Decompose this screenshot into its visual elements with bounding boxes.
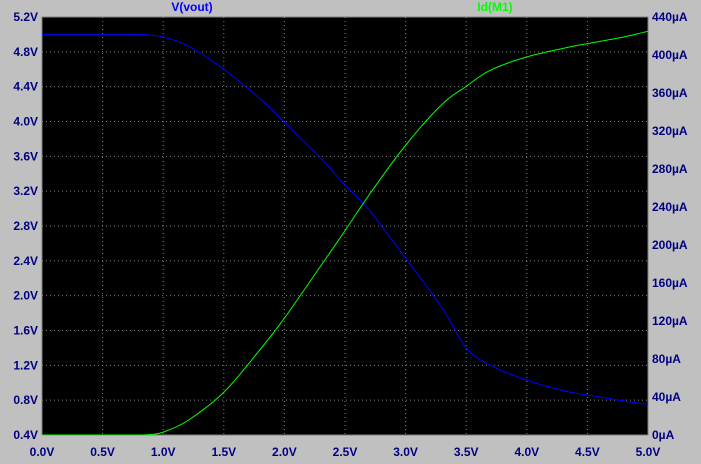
x-tick-label: 4.0V [514, 445, 539, 459]
y-left-tick-label: 1.2V [13, 358, 38, 372]
y-right-tick-label: 200µA [652, 238, 688, 252]
x-tick-label: 4.5V [575, 445, 600, 459]
x-tick-label: 1.0V [151, 445, 176, 459]
y-right-tick-label: 0µA [652, 428, 675, 442]
plot-frame [41, 16, 649, 436]
y-right-tick-label: 160µA [652, 276, 688, 290]
x-tick-label: 5.0V [636, 445, 661, 459]
trace-legend: V(vout) Id(M1) [171, 0, 512, 14]
x-tick-label: 3.0V [393, 445, 418, 459]
y-right-tick-label: 40µA [652, 390, 681, 404]
y-right-tick-label: 400µA [652, 48, 688, 62]
y-left-tick-label: 0.4V [13, 428, 38, 442]
x-tick-label: 1.5V [211, 445, 236, 459]
y-left-tick-label: 3.6V [13, 149, 38, 163]
y-left-tick-label: 0.8V [13, 393, 38, 407]
plot-area[interactable] [42, 17, 648, 435]
y-right-tick-label: 320µA [652, 124, 688, 138]
y-right-tick-label: 440µA [652, 10, 688, 24]
y-left-tick-label: 2.8V [13, 219, 38, 233]
x-tick-label: 3.5V [454, 445, 479, 459]
x-tick-label: 2.0V [272, 445, 297, 459]
series-layer[interactable] [42, 30, 649, 436]
y-right-tick-label: 360µA [652, 86, 688, 100]
legend-id-m1[interactable]: Id(M1) [477, 0, 512, 14]
y-left-tick-label: 4.4V [13, 80, 38, 94]
grid-lines [41, 16, 649, 436]
series-line-id-m1[interactable] [42, 30, 649, 436]
y-left-tick-label: 4.8V [13, 45, 38, 59]
y-right-tick-label: 280µA [652, 162, 688, 176]
y-right-tick-label: 80µA [652, 352, 681, 366]
series-line-vout[interactable] [42, 33, 649, 406]
tick-labels: 0.0V 0.5V 1.0V 1.5V 2.0V 2.5V 3.0V 3.5V 4.0V 4.5V… [13, 10, 688, 459]
y-left-tick-label: 2.4V [13, 254, 38, 268]
y-right-tick-label: 120µA [652, 314, 688, 328]
x-tick-label: 0.5V [90, 445, 115, 459]
y-left-tick-label: 1.6V [13, 324, 38, 338]
x-tick-label: 0.0V [30, 445, 55, 459]
legend-vout[interactable]: V(vout) [171, 0, 212, 14]
y-left-tick-label: 5.2V [13, 10, 38, 24]
y-right-tick-label: 240µA [652, 200, 688, 214]
y-left-tick-label: 4.0V [13, 115, 38, 129]
y-left-tick-label: 3.2V [13, 184, 38, 198]
y-left-tick-label: 2.0V [13, 289, 38, 303]
x-tick-label: 2.5V [333, 445, 358, 459]
